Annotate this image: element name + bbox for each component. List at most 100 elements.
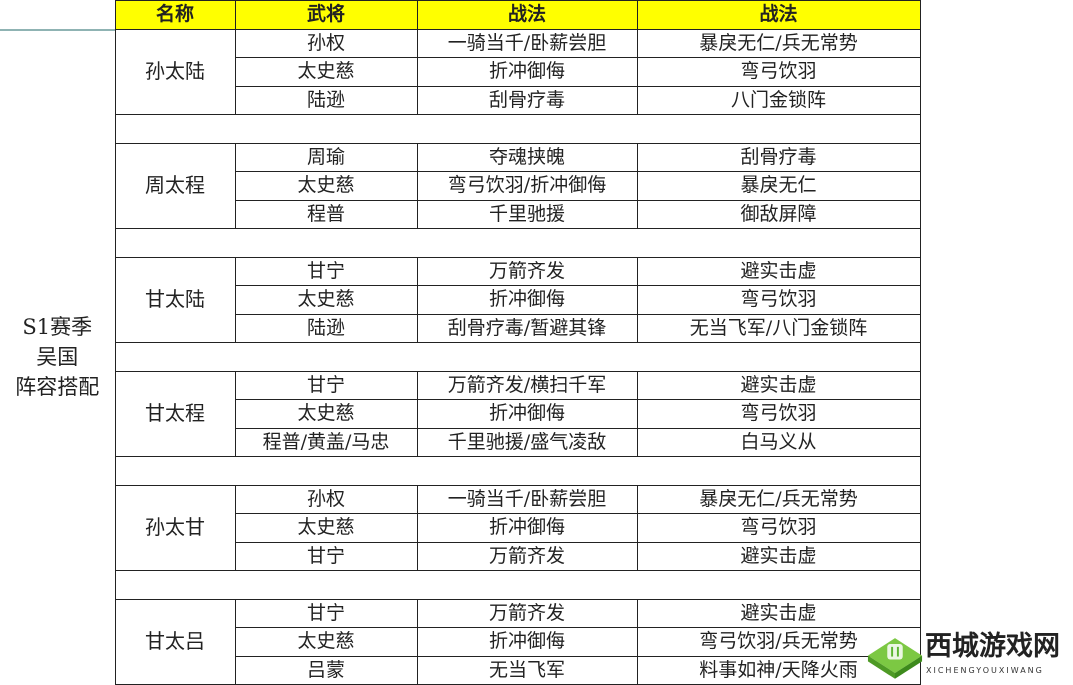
side-label-line: 阵容搭配	[15, 374, 100, 399]
general-cell: 太史慈	[234, 171, 418, 201]
side-label-line: 吴国	[36, 344, 79, 369]
tactic-1-cell: 千里驰援	[416, 199, 638, 229]
separator-row	[0, 228, 921, 258]
tactic-2-cell: 无当飞军/八门金锁阵	[636, 313, 921, 343]
general-cell: 吕蒙	[234, 655, 418, 685]
tactic-2-cell: 避实击虚	[636, 541, 921, 571]
lineup-name: 甘太吕	[114, 598, 236, 685]
tactic-2-cell: 料事如神/天降火雨	[636, 655, 921, 685]
table-row: 甘太陆 甘宁 万箭齐发 避实击虚	[0, 256, 921, 343]
tactic-2-cell: 暴戾无仁/兵无常势	[636, 484, 921, 514]
table-row: 太史慈 折冲御侮 弯弓饮羽	[0, 399, 921, 429]
general-cell: 甘宁	[234, 370, 418, 400]
tactic-2-cell: 弯弓饮羽	[636, 513, 921, 543]
tactic-2-cell: 弯弓饮羽	[636, 57, 921, 87]
table-row: 程普/黄盖/马忠 千里驰援/盛气凌敌 白马义从	[0, 427, 921, 457]
side-label: S1赛季吴国阵容搭配	[0, 29, 115, 685]
general-cell: 太史慈	[234, 285, 418, 315]
table-header-row: 名称 武将 战法 战法	[0, 0, 921, 30]
general-cell: 陆逊	[234, 313, 418, 343]
empty-cell	[114, 570, 921, 600]
corner-cell	[0, 0, 116, 29]
tactic-2-cell: 白马义从	[636, 427, 921, 457]
lineup-name: 孙太陆	[114, 28, 236, 115]
tactic-2-cell: 弯弓饮羽/兵无常势	[636, 627, 921, 657]
lineup-name: 孙太甘	[114, 484, 236, 571]
tactic-1-cell: 万箭齐发	[416, 598, 638, 628]
general-cell: 甘宁	[234, 598, 418, 628]
general-cell: 甘宁	[234, 256, 418, 286]
header-general: 武将	[234, 0, 418, 30]
tactic-1-cell: 折冲御侮	[416, 399, 638, 429]
lineup-name: 甘太陆	[114, 256, 236, 343]
tactic-1-cell: 折冲御侮	[416, 285, 638, 315]
tactic-2-cell: 弯弓饮羽	[636, 399, 921, 429]
tactic-1-cell: 无当飞军	[416, 655, 638, 685]
general-cell: 太史慈	[234, 57, 418, 87]
general-cell: 孙权	[234, 28, 418, 58]
general-cell: 太史慈	[234, 399, 418, 429]
tactic-2-cell: 刮骨疗毒	[636, 142, 921, 172]
table-row: S1赛季吴国阵容搭配 孙太陆 孙权 一骑当千/卧薪尝胆 暴戾无仁/兵无常势	[0, 28, 921, 399]
tactic-1-cell: 千里驰援/盛气凌敌	[416, 427, 638, 457]
tactic-1-cell: 一骑当千/卧薪尝胆	[416, 28, 638, 58]
general-cell: 甘宁	[234, 541, 418, 571]
tactic-2-cell: 暴戾无仁/兵无常势	[636, 28, 921, 58]
side-label-line: S1赛季	[22, 314, 93, 339]
table-row: 太史慈 折冲御侮 弯弓饮羽	[0, 513, 921, 543]
table-row: 太史慈 折冲御侮 弯弓饮羽/兵无常势	[0, 627, 921, 657]
empty-cell	[114, 114, 921, 144]
lineup-name: 周太程	[114, 142, 236, 229]
table-row: 程普 千里驰援 御敌屏障	[0, 199, 921, 229]
general-cell: 周瑜	[234, 142, 418, 172]
tactic-2-cell: 弯弓饮羽	[636, 285, 921, 315]
table-row: 太史慈 弯弓饮羽/折冲御侮 暴戾无仁	[0, 171, 921, 201]
lineup-name: 甘太程	[114, 370, 236, 457]
tactic-1-cell: 刮骨疗毒	[416, 85, 638, 115]
tactic-1-cell: 万箭齐发	[416, 541, 638, 571]
general-cell: 孙权	[234, 484, 418, 514]
separator-row	[0, 114, 921, 144]
table-row: 太史慈 折冲御侮 弯弓饮羽	[0, 57, 921, 87]
table-row: 周太程 周瑜 夺魂挟魄 刮骨疗毒	[0, 142, 921, 229]
general-cell: 程普/黄盖/马忠	[234, 427, 418, 457]
watermark-text: 西城游戏网	[925, 631, 1060, 662]
table-row: 甘太程 甘宁 万箭齐发/横扫千军 避实击虚	[0, 370, 921, 457]
header-tactic-2: 战法	[636, 0, 921, 30]
general-cell: 程普	[234, 199, 418, 229]
general-cell: 太史慈	[234, 627, 418, 657]
tactic-1-cell: 折冲御侮	[416, 57, 638, 87]
tactic-1-cell: 弯弓饮羽/折冲御侮	[416, 171, 638, 201]
general-cell: 陆逊	[234, 85, 418, 115]
tactic-1-cell: 万箭齐发/横扫千军	[416, 370, 638, 400]
tactic-1-cell: 折冲御侮	[416, 513, 638, 543]
header-tactic-1: 战法	[416, 0, 638, 30]
separator-row	[0, 570, 921, 600]
empty-cell	[114, 456, 921, 486]
tactic-1-cell: 一骑当千/卧薪尝胆	[416, 484, 638, 514]
table-row: 甘太吕 甘宁 万箭齐发 避实击虚	[0, 598, 921, 685]
tactic-2-cell: 避实击虚	[636, 598, 921, 628]
tactic-2-cell: 暴戾无仁	[636, 171, 921, 201]
lineup-table: 名称 武将 战法 战法 S1赛季 吴国 阵容搭配 孙太陆 孙权 一骑当千/卧薪尝胆 暴戾无仁…	[0, 0, 921, 685]
separator-row	[0, 456, 921, 486]
tactic-2-cell: 避实击虚	[636, 256, 921, 286]
table-row: 太史慈 折冲御侮 弯弓饮羽	[0, 285, 921, 315]
table-row: 陆逊 刮骨疗毒 八门金锁阵	[0, 85, 921, 115]
tactic-1-cell: 万箭齐发	[416, 256, 638, 286]
empty-cell	[114, 228, 921, 258]
tactic-1-cell: 夺魂挟魄	[416, 142, 638, 172]
tactic-1-cell: 刮骨疗毒/暂避其锋	[416, 313, 638, 343]
table-row: 孙太甘 孙权 一骑当千/卧薪尝胆 暴戾无仁/兵无常势	[0, 484, 921, 571]
general-cell: 太史慈	[234, 513, 418, 543]
separator-row	[0, 342, 921, 372]
tactic-1-cell: 折冲御侮	[416, 627, 638, 657]
divider-line	[0, 29, 115, 31]
header-name: 名称	[114, 0, 236, 30]
watermark-subtext: XICHENGYOUXIWANG	[926, 666, 1044, 675]
tactic-2-cell: 八门金锁阵	[636, 85, 921, 115]
table-row: 吕蒙 无当飞军 料事如神/天降火雨	[0, 655, 921, 685]
empty-cell	[114, 342, 921, 372]
tactic-2-cell: 御敌屏障	[636, 199, 921, 229]
tactic-2-cell: 避实击虚	[636, 370, 921, 400]
